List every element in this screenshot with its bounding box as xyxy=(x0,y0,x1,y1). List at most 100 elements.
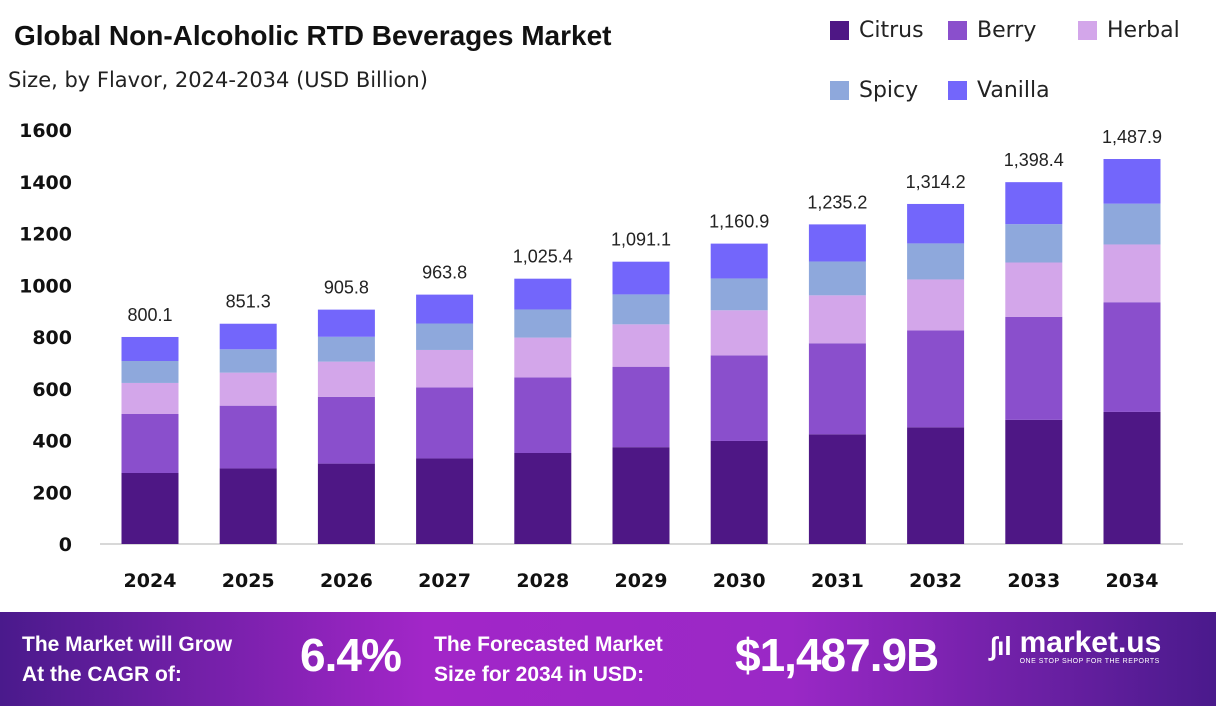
total-label: 1,487.9 xyxy=(1102,127,1162,147)
legend-swatch xyxy=(1078,21,1097,40)
total-label: 1,314.2 xyxy=(906,172,966,192)
bar-segment-citrus-2032 xyxy=(907,427,965,544)
bar-segment-herbal-2029 xyxy=(612,324,670,367)
bar-segment-berry-2031 xyxy=(808,343,866,435)
total-label: 1,235.2 xyxy=(807,192,867,212)
bar-segment-citrus-2025 xyxy=(219,468,277,544)
y-tick-label: 1000 xyxy=(19,275,72,297)
bar-segment-berry-2025 xyxy=(219,405,277,469)
bar-segment-berry-2029 xyxy=(612,366,670,448)
forecast-label-line1: The Forecasted Market xyxy=(434,633,663,656)
legend-item-vanilla: Vanilla xyxy=(948,78,1050,103)
x-tick-label: 2030 xyxy=(713,570,766,592)
bar-segment-vanilla-2032 xyxy=(907,203,965,244)
legend-item-spicy: Spicy xyxy=(830,78,918,103)
bar-segment-vanilla-2034 xyxy=(1103,159,1161,204)
bar-segment-spicy-2032 xyxy=(907,243,965,280)
legend-label: Herbal xyxy=(1107,18,1180,43)
y-tick-label: 800 xyxy=(32,327,72,349)
bar-segment-spicy-2024 xyxy=(121,361,179,383)
forecast-label: The Forecasted Market Size for 2034 in US… xyxy=(434,630,663,690)
bar-segment-citrus-2031 xyxy=(808,434,866,544)
bar-segment-citrus-2027 xyxy=(416,458,474,544)
bar-segment-vanilla-2029 xyxy=(612,261,670,295)
y-tick-label: 1600 xyxy=(19,120,72,142)
total-label: 1,025.4 xyxy=(513,247,573,267)
cagr-value: 6.4% xyxy=(300,629,402,681)
bar-segment-citrus-2030 xyxy=(710,440,768,544)
y-tick-label: 1200 xyxy=(19,224,72,246)
bar-segment-herbal-2025 xyxy=(219,372,277,406)
chart-subtitle: Size, by Flavor, 2024-2034 (USD Billion) xyxy=(8,68,428,92)
x-tick-label: 2033 xyxy=(1007,570,1060,592)
total-label: 1,091.1 xyxy=(611,230,671,250)
logo-text: market.us xyxy=(1019,626,1162,659)
bar-segment-spicy-2025 xyxy=(219,349,277,373)
y-tick-label: 1400 xyxy=(19,172,72,194)
bar-segment-vanilla-2031 xyxy=(808,224,866,262)
bar-segment-citrus-2034 xyxy=(1103,411,1161,544)
bar-segment-herbal-2027 xyxy=(416,349,474,388)
legend-swatch xyxy=(830,21,849,40)
logo-icon: ∫ıl xyxy=(990,631,1012,661)
forecast-label-line2: Size for 2034 in USD: xyxy=(434,663,645,686)
x-tick-label: 2027 xyxy=(418,570,471,592)
x-tick-label: 2028 xyxy=(516,570,569,592)
x-tick-label: 2026 xyxy=(320,570,373,592)
market-us-logo: ∫ıl market.us ONE STOP SHOP FOR THE REPO… xyxy=(990,626,1162,666)
logo-tagline: ONE STOP SHOP FOR THE REPORTS xyxy=(1019,658,1160,665)
total-label: 963.8 xyxy=(422,263,467,283)
bar-segment-herbal-2031 xyxy=(808,295,866,344)
bar-segment-berry-2027 xyxy=(416,387,474,459)
bar-segment-citrus-2024 xyxy=(121,472,179,544)
cagr-label-line2: At the CAGR of: xyxy=(22,663,182,686)
chart-title: Global Non-Alcoholic RTD Beverages Marke… xyxy=(14,20,612,51)
legend-swatch xyxy=(948,81,967,100)
legend-item-citrus: Citrus xyxy=(830,18,924,43)
bar-segment-citrus-2033 xyxy=(1005,419,1063,544)
total-label: 851.3 xyxy=(226,292,271,312)
y-tick-label: 200 xyxy=(32,482,72,504)
bar-segment-herbal-2026 xyxy=(317,361,375,397)
total-label: 1,160.9 xyxy=(709,212,769,232)
bar-segment-vanilla-2026 xyxy=(317,309,375,337)
bar-segment-berry-2030 xyxy=(710,355,768,441)
bar-segment-herbal-2032 xyxy=(907,279,965,331)
summary-banner: The Market will Grow At the CAGR of: 6.4%… xyxy=(0,612,1216,706)
bar-segment-vanilla-2033 xyxy=(1005,182,1063,225)
x-tick-label: 2032 xyxy=(909,570,962,592)
bar-segment-citrus-2029 xyxy=(612,447,670,544)
forecast-value: $1,487.9B xyxy=(735,629,939,681)
legend-item-herbal: Herbal xyxy=(1078,18,1180,43)
bar-segment-vanilla-2030 xyxy=(710,243,768,279)
bar-segment-berry-2032 xyxy=(907,330,965,428)
bar-segment-spicy-2028 xyxy=(514,309,572,338)
cagr-label: The Market will Grow At the CAGR of: xyxy=(22,630,232,690)
bar-segment-spicy-2034 xyxy=(1103,203,1161,245)
bar-segment-spicy-2031 xyxy=(808,261,866,296)
bar-segment-berry-2024 xyxy=(121,414,179,473)
cagr-label-line1: The Market will Grow xyxy=(22,633,233,656)
legend-swatch xyxy=(830,81,849,100)
legend-label: Citrus xyxy=(859,18,924,43)
bar-segment-spicy-2030 xyxy=(710,278,768,311)
legend-item-berry: Berry xyxy=(948,18,1036,43)
x-tick-label: 2034 xyxy=(1106,570,1159,592)
x-tick-label: 2029 xyxy=(615,570,668,592)
y-tick-label: 600 xyxy=(32,379,72,401)
bar-segment-herbal-2028 xyxy=(514,337,572,378)
bar-segment-berry-2026 xyxy=(317,396,375,464)
bar-segment-berry-2033 xyxy=(1005,316,1063,420)
bar-segment-spicy-2029 xyxy=(612,294,670,325)
bar-segment-berry-2028 xyxy=(514,377,572,453)
total-label: 800.1 xyxy=(127,305,172,325)
x-tick-label: 2025 xyxy=(222,570,275,592)
total-label: 905.8 xyxy=(324,278,369,298)
bar-chart: 0 200 400 600 800 1000 1200 1400 1600 800.1 2024 85… xyxy=(19,120,1183,592)
legend-swatch xyxy=(948,21,967,40)
y-tick-label: 400 xyxy=(32,431,72,453)
bar-segment-spicy-2027 xyxy=(416,323,474,350)
legend-label: Berry xyxy=(977,18,1037,43)
bar-segment-vanilla-2027 xyxy=(416,294,474,324)
